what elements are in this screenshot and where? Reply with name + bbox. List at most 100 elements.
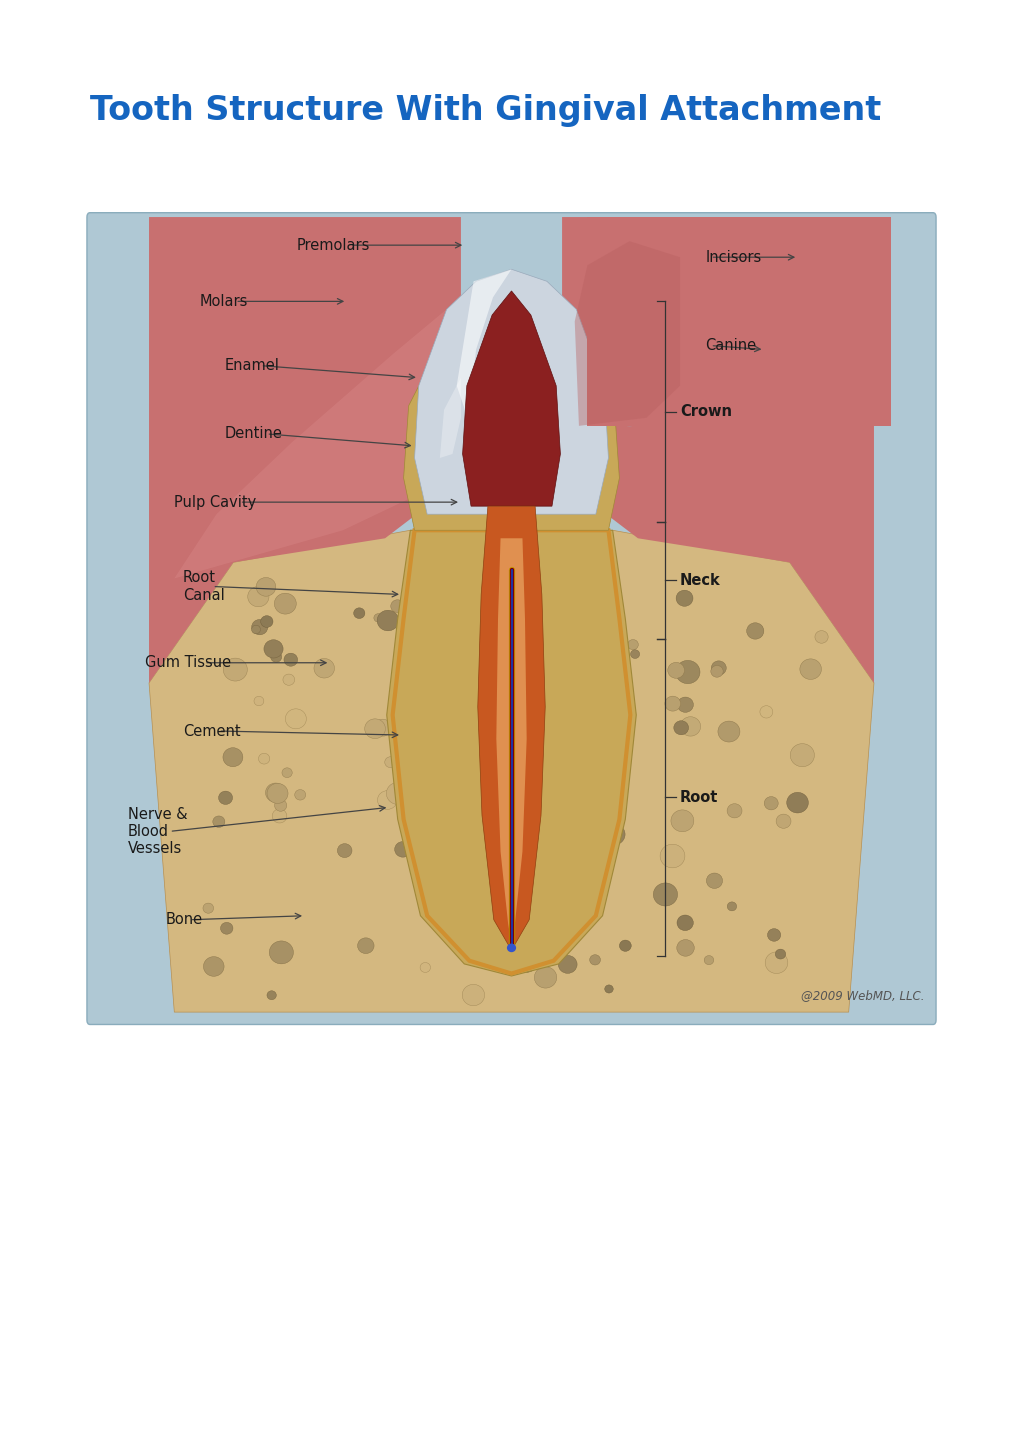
Ellipse shape — [248, 586, 269, 606]
Ellipse shape — [599, 819, 621, 839]
Ellipse shape — [223, 748, 242, 767]
Ellipse shape — [462, 984, 485, 1006]
Ellipse shape — [491, 787, 516, 810]
Ellipse shape — [284, 653, 298, 666]
Ellipse shape — [589, 955, 601, 965]
Ellipse shape — [620, 941, 631, 951]
Ellipse shape — [264, 640, 283, 658]
Ellipse shape — [677, 915, 694, 930]
Ellipse shape — [272, 809, 286, 823]
Ellipse shape — [358, 938, 374, 954]
Text: Cement: Cement — [183, 724, 240, 738]
Text: Molars: Molars — [199, 294, 248, 308]
Ellipse shape — [662, 249, 729, 398]
Ellipse shape — [223, 658, 248, 682]
Text: Canine: Canine — [706, 339, 756, 353]
Ellipse shape — [586, 764, 605, 781]
Ellipse shape — [671, 810, 694, 832]
Ellipse shape — [800, 658, 821, 680]
Ellipse shape — [395, 842, 411, 857]
Ellipse shape — [559, 728, 569, 738]
Ellipse shape — [787, 242, 840, 341]
Ellipse shape — [267, 991, 276, 1000]
Ellipse shape — [459, 579, 483, 601]
Ellipse shape — [256, 577, 276, 596]
Text: Nerve &
Blood
Vessels: Nerve & Blood Vessels — [128, 806, 187, 857]
Ellipse shape — [266, 783, 285, 802]
Ellipse shape — [477, 894, 489, 906]
Ellipse shape — [552, 851, 571, 868]
Ellipse shape — [711, 661, 726, 676]
Ellipse shape — [534, 967, 557, 988]
FancyBboxPatch shape — [87, 213, 936, 1024]
Ellipse shape — [551, 826, 561, 835]
Ellipse shape — [274, 800, 286, 812]
Ellipse shape — [488, 886, 502, 899]
Ellipse shape — [462, 647, 483, 666]
Ellipse shape — [668, 663, 684, 679]
Ellipse shape — [572, 663, 584, 676]
Ellipse shape — [665, 696, 680, 710]
Ellipse shape — [267, 783, 288, 803]
Polygon shape — [149, 217, 461, 683]
Ellipse shape — [711, 666, 723, 677]
Ellipse shape — [285, 709, 306, 729]
Ellipse shape — [544, 757, 561, 773]
Ellipse shape — [421, 868, 433, 878]
Ellipse shape — [676, 590, 693, 606]
Polygon shape — [404, 285, 619, 530]
Ellipse shape — [424, 818, 443, 835]
Text: Enamel: Enamel — [225, 357, 279, 373]
Ellipse shape — [213, 816, 225, 828]
Ellipse shape — [608, 799, 625, 816]
Ellipse shape — [261, 615, 273, 628]
Ellipse shape — [219, 792, 232, 805]
Ellipse shape — [252, 619, 268, 635]
Text: Root: Root — [680, 790, 718, 805]
Ellipse shape — [373, 719, 392, 737]
Ellipse shape — [387, 783, 409, 805]
Ellipse shape — [354, 608, 365, 618]
Ellipse shape — [314, 658, 335, 679]
Ellipse shape — [430, 712, 443, 724]
Ellipse shape — [534, 838, 557, 860]
Ellipse shape — [259, 754, 270, 764]
Ellipse shape — [569, 632, 587, 651]
Ellipse shape — [274, 593, 297, 614]
Ellipse shape — [472, 838, 485, 851]
Ellipse shape — [534, 603, 555, 624]
Ellipse shape — [385, 757, 396, 767]
Ellipse shape — [764, 797, 779, 810]
Ellipse shape — [420, 962, 431, 972]
Polygon shape — [462, 291, 561, 506]
Ellipse shape — [680, 716, 701, 737]
Text: Premolars: Premolars — [297, 237, 370, 253]
Ellipse shape — [707, 873, 722, 888]
Ellipse shape — [425, 582, 445, 602]
Ellipse shape — [364, 719, 386, 738]
Polygon shape — [562, 217, 874, 683]
Ellipse shape — [675, 660, 700, 683]
Polygon shape — [440, 378, 461, 457]
Ellipse shape — [765, 952, 788, 974]
Ellipse shape — [725, 245, 787, 369]
Ellipse shape — [254, 696, 264, 706]
Ellipse shape — [282, 768, 293, 777]
Text: Tooth Structure With Gingival Attachment: Tooth Structure With Gingival Attachment — [90, 94, 881, 127]
Polygon shape — [575, 242, 680, 425]
Ellipse shape — [727, 803, 742, 818]
Ellipse shape — [481, 761, 491, 771]
Text: Bone: Bone — [166, 912, 203, 928]
Ellipse shape — [373, 614, 383, 622]
Polygon shape — [387, 530, 636, 975]
Polygon shape — [478, 506, 545, 951]
Ellipse shape — [377, 611, 399, 631]
Ellipse shape — [776, 815, 791, 828]
Ellipse shape — [559, 955, 577, 974]
Polygon shape — [174, 298, 461, 579]
Ellipse shape — [397, 619, 418, 640]
Ellipse shape — [790, 744, 814, 767]
Ellipse shape — [204, 956, 224, 977]
Ellipse shape — [593, 653, 609, 669]
Ellipse shape — [271, 651, 281, 663]
